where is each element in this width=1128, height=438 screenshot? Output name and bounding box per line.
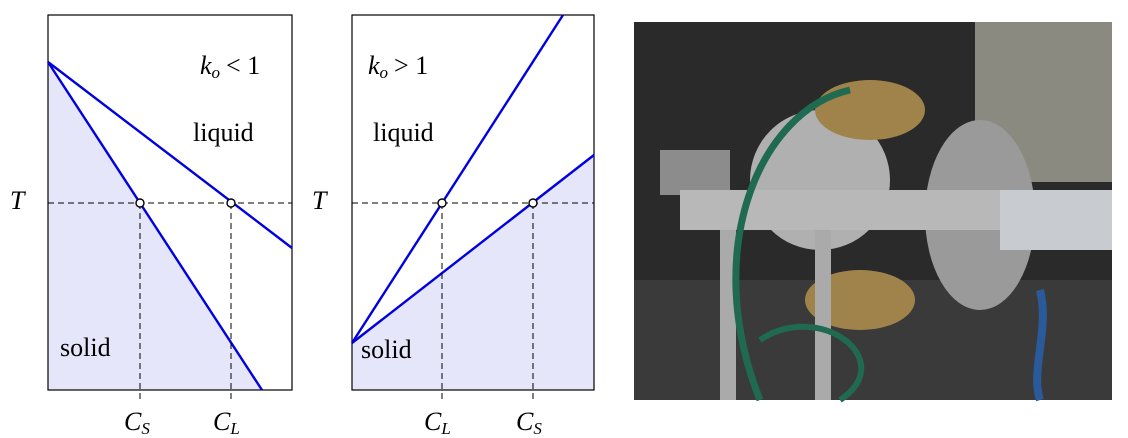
subscript: o (380, 63, 389, 82)
post (815, 230, 831, 400)
coil (815, 80, 925, 140)
cl-label: CL (213, 407, 240, 438)
diagram-ko-greater: ko > 1 liquid solid T CL CS (312, 14, 595, 438)
symbol: C (516, 407, 534, 436)
coil (805, 270, 915, 330)
hose (732, 86, 851, 402)
subscript: S (141, 419, 150, 438)
symbol: C (424, 407, 442, 436)
liquid-label: liquid (373, 118, 434, 147)
liquid-label: liquid (193, 118, 254, 147)
symbol: C (213, 407, 231, 436)
bracket (680, 190, 1000, 230)
point (437, 198, 447, 208)
subscript: L (440, 419, 450, 438)
subscript: S (533, 419, 542, 438)
subscript: o (212, 63, 221, 82)
solidus (46, 61, 264, 391)
t-label: T (312, 186, 328, 215)
t-label: T (10, 186, 26, 215)
ratio-label: ko > 1 (368, 51, 428, 82)
relation: > 1 (394, 51, 428, 80)
point (528, 198, 538, 208)
port (660, 150, 730, 195)
point (226, 198, 236, 208)
subscript: L (229, 419, 239, 438)
cl-label: CL (424, 407, 451, 438)
cs-label: CS (516, 407, 542, 438)
point (135, 198, 145, 208)
ratio-label: ko < 1 (200, 51, 260, 82)
photo (634, 22, 1112, 403)
coolant-line (1033, 289, 1047, 402)
liquidus (350, 14, 565, 344)
symbol: k (200, 51, 212, 80)
liquidus (47, 61, 293, 249)
solid-label: solid (361, 335, 412, 364)
diagram-ko-less: ko < 1 liquid solid T CS CL (10, 14, 293, 438)
hose (758, 323, 865, 403)
symbol: C (124, 407, 142, 436)
cs-label: CS (124, 407, 150, 438)
post (720, 230, 736, 400)
solid-label: solid (60, 333, 111, 362)
solidus (351, 154, 595, 344)
relation: < 1 (226, 51, 260, 80)
tube (1000, 190, 1112, 250)
symbol: k (368, 51, 380, 80)
